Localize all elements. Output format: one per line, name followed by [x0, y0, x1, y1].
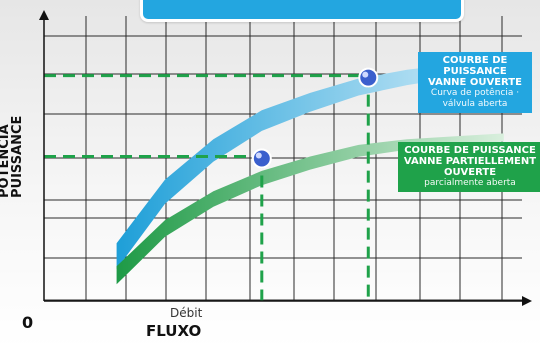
header-banner	[140, 0, 464, 22]
operating-point-shine-1	[255, 152, 262, 159]
legend-partial-valve: COURBE DE PUISSANCE VANNE PARTIELLEMENT …	[398, 142, 540, 192]
y-axis-arrow	[39, 10, 49, 20]
legend-open-valve: COURBE DE PUISSANCE VANNE OUVERTE Curva …	[418, 52, 532, 113]
operating-point-shine-0	[362, 71, 369, 78]
operating-point-0	[358, 67, 379, 88]
x-axis-title: FLUXO	[146, 322, 202, 340]
y-axis-title-line-2: PUISSANCE	[10, 115, 25, 198]
curves	[116, 61, 504, 285]
curve-partial-valve	[116, 133, 504, 285]
x-axis-subtitle: Débit	[170, 306, 203, 320]
curve-open-valve	[116, 61, 504, 270]
legend-partial-line1: COURBE DE PUISSANCE	[404, 145, 536, 156]
y-axis-title: POTÊNCIA PUISSANCE	[0, 115, 25, 198]
x-axis-arrow	[522, 296, 532, 306]
legend-partial-sub: parcialmente aberta	[424, 178, 516, 188]
legend-partial-line2: VANNE PARTIELLEMENT OUVERTE	[403, 156, 537, 178]
operating-point-1	[251, 148, 272, 169]
origin-label: 0	[22, 313, 34, 332]
legend-open-sub: Curva de potência · válvula aberta	[430, 88, 520, 109]
legend-open-line1: COURBE DE PUISSANCE	[442, 55, 508, 77]
axes	[39, 10, 532, 306]
legend-open-line2: VANNE OUVERTE	[428, 77, 522, 88]
operating-points	[251, 67, 379, 169]
guide-lines	[44, 74, 370, 301]
